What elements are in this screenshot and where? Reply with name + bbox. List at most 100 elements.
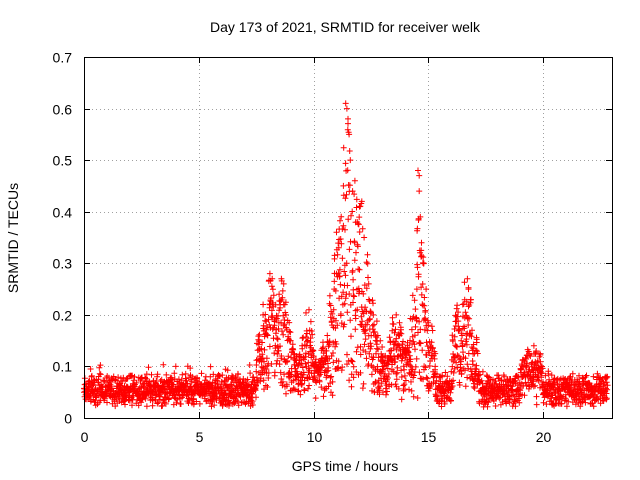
data-point — [554, 380, 561, 387]
data-point — [275, 347, 282, 354]
data-point — [604, 382, 611, 389]
data-point — [342, 272, 349, 279]
data-point — [376, 383, 383, 390]
data-point — [373, 318, 380, 325]
data-points — [81, 100, 611, 410]
data-point — [558, 400, 565, 407]
data-point — [269, 275, 276, 282]
data-point — [290, 385, 297, 392]
data-point — [401, 372, 408, 379]
y-tick-label: 0.3 — [53, 256, 73, 272]
data-point — [154, 400, 161, 407]
data-point — [159, 402, 166, 409]
data-point — [277, 343, 283, 350]
data-point — [456, 382, 463, 388]
data-point — [372, 378, 379, 385]
data-point — [506, 399, 513, 406]
data-point — [97, 371, 104, 378]
data-point — [533, 401, 540, 408]
data-point — [305, 385, 311, 392]
data-point — [271, 350, 278, 357]
data-point — [414, 264, 421, 271]
data-point — [438, 403, 445, 410]
data-point — [255, 333, 262, 340]
data-point — [312, 395, 319, 402]
data-point — [364, 251, 371, 258]
data-point — [449, 383, 456, 389]
data-point — [359, 318, 366, 325]
data-point — [218, 378, 225, 385]
data-point — [281, 371, 288, 378]
data-point — [475, 368, 482, 375]
data-point — [207, 363, 214, 370]
data-point — [354, 243, 361, 250]
data-point — [356, 229, 363, 235]
data-point — [324, 332, 331, 339]
data-point — [454, 343, 460, 350]
data-point — [416, 188, 423, 195]
data-point — [162, 400, 169, 407]
data-point — [277, 369, 284, 376]
data-point — [349, 188, 356, 195]
data-point — [472, 365, 479, 372]
data-point — [329, 392, 336, 399]
data-point — [485, 378, 491, 385]
data-point — [421, 294, 428, 301]
data-point — [357, 343, 364, 350]
data-point — [277, 304, 284, 311]
data-point — [490, 398, 497, 404]
data-point — [195, 384, 202, 391]
data-point — [219, 372, 226, 379]
data-point — [290, 377, 297, 384]
data-point — [417, 340, 424, 347]
data-point — [143, 403, 150, 410]
data-point — [335, 240, 342, 247]
data-point — [277, 298, 284, 305]
data-point — [398, 374, 405, 380]
data-point — [389, 314, 396, 321]
data-point — [271, 369, 278, 376]
data-point — [333, 341, 340, 347]
data-point — [339, 255, 346, 262]
data-point — [149, 402, 156, 409]
data-point — [604, 373, 611, 380]
data-point — [379, 358, 386, 365]
data-point — [208, 403, 215, 410]
data-point — [116, 381, 123, 388]
data-point — [538, 370, 545, 377]
data-point — [317, 363, 324, 370]
data-point — [463, 298, 470, 305]
data-point — [358, 198, 365, 205]
data-point — [307, 339, 314, 346]
data-point — [448, 368, 455, 375]
data-point — [338, 240, 345, 247]
data-point — [135, 402, 142, 409]
data-point — [341, 268, 348, 275]
data-point — [422, 307, 429, 314]
data-point — [533, 393, 540, 400]
data-point — [261, 386, 267, 393]
data-point — [433, 392, 440, 399]
data-point — [468, 333, 475, 340]
data-point — [344, 309, 351, 316]
x-tick-label: 10 — [307, 429, 323, 445]
data-point — [330, 350, 336, 356]
data-point — [131, 373, 138, 380]
data-point — [266, 270, 273, 277]
data-point — [532, 382, 539, 389]
data-point — [351, 257, 358, 264]
data-point — [600, 379, 607, 386]
data-point — [374, 345, 380, 352]
data-point — [386, 334, 393, 341]
data-point — [227, 381, 234, 388]
data-point — [269, 326, 276, 333]
data-point — [328, 373, 335, 380]
data-point — [432, 350, 439, 357]
data-point — [253, 357, 260, 364]
data-point — [327, 302, 334, 309]
data-point — [104, 399, 110, 406]
data-point — [350, 363, 357, 370]
data-point — [377, 337, 384, 344]
data-point — [401, 366, 408, 373]
data-point — [249, 402, 256, 408]
